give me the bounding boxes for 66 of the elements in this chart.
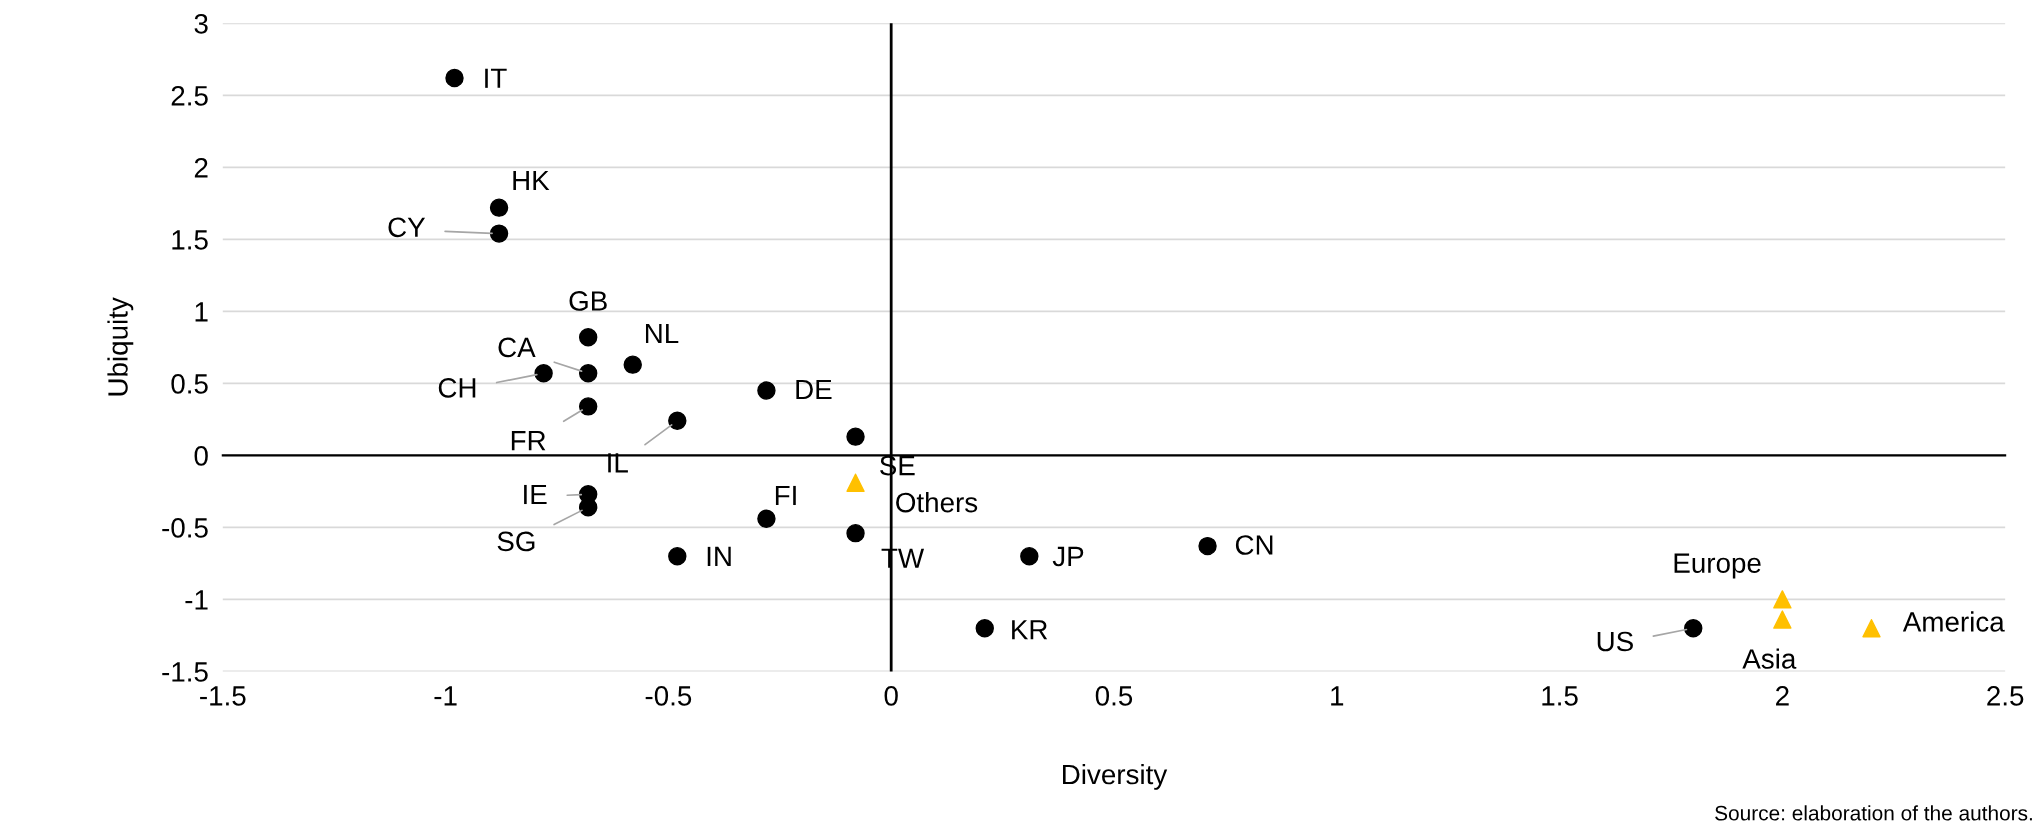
y-tick-label: 0.5 [171,374,208,394]
point [757,509,776,528]
x-tick-label: 2 [1776,686,1789,706]
y-tick-label: -1.5 [162,662,208,682]
y-axis-title: Ubiquity [107,297,134,396]
y-tick-label: 0 [194,446,208,466]
annotation: NL [645,323,679,344]
point [578,498,598,517]
point [846,427,865,446]
annotation: SG [497,531,535,552]
annotation: IN [707,546,731,566]
annotation: KR [1012,620,1048,640]
x-tick-label: -0.5 [645,686,692,706]
y-tick-label: 1.5 [172,230,208,250]
annotation: IL [608,453,628,473]
annotation: America [1902,611,2005,632]
point [578,328,598,347]
point [757,381,776,400]
point [846,523,865,543]
y-tick-label: 2.5 [171,86,208,106]
y-tick-label: 3 [194,13,208,34]
annotation: FI [775,485,796,506]
annotation: CA [498,337,536,358]
annotation: FR [511,431,546,451]
annotation: CH [438,378,476,398]
annotation: US [1597,631,1633,652]
point [1684,618,1703,638]
x-tick-label: 0.5 [1095,686,1133,706]
point [1198,536,1217,556]
x-tick-label: 1.5 [1542,686,1578,706]
point [445,68,464,88]
annotation: HK [513,170,550,191]
point [668,411,687,431]
y-tick-label: 1 [195,302,208,322]
x-tick-label: 0 [884,686,898,706]
annotation: IT [485,68,507,88]
source-note: Source: elaboration of the authors. [1715,805,2032,821]
annotation: Others [896,491,978,513]
annotation: CY [388,217,426,238]
point [623,355,642,374]
annotation: IE [524,484,547,505]
annotation: GB [569,291,607,311]
point [578,397,598,416]
point [1020,546,1039,566]
point [489,224,509,243]
point [1773,610,1792,629]
point [1862,618,1881,638]
y-tick-label: -0.5 [162,518,208,538]
point [1773,590,1792,609]
point [489,198,509,217]
point [534,364,553,383]
annotation: CN [1235,535,1273,555]
annotation: JP [1052,546,1084,567]
point [668,546,687,566]
x-tick-label: 1 [1331,686,1344,706]
annotation: Asia [1742,648,1797,669]
point [846,473,865,492]
annotation: DE [796,379,832,400]
y-tick-label: 2 [194,158,208,178]
point [975,618,994,638]
x-tick-label: 2.5 [1987,686,2024,706]
x-axis-title: Diversity [1063,763,1168,790]
point [578,364,598,383]
x-tick-label: -1 [434,686,457,706]
y-tick-label: -1 [185,590,208,610]
annotation: Europe [1674,553,1761,579]
